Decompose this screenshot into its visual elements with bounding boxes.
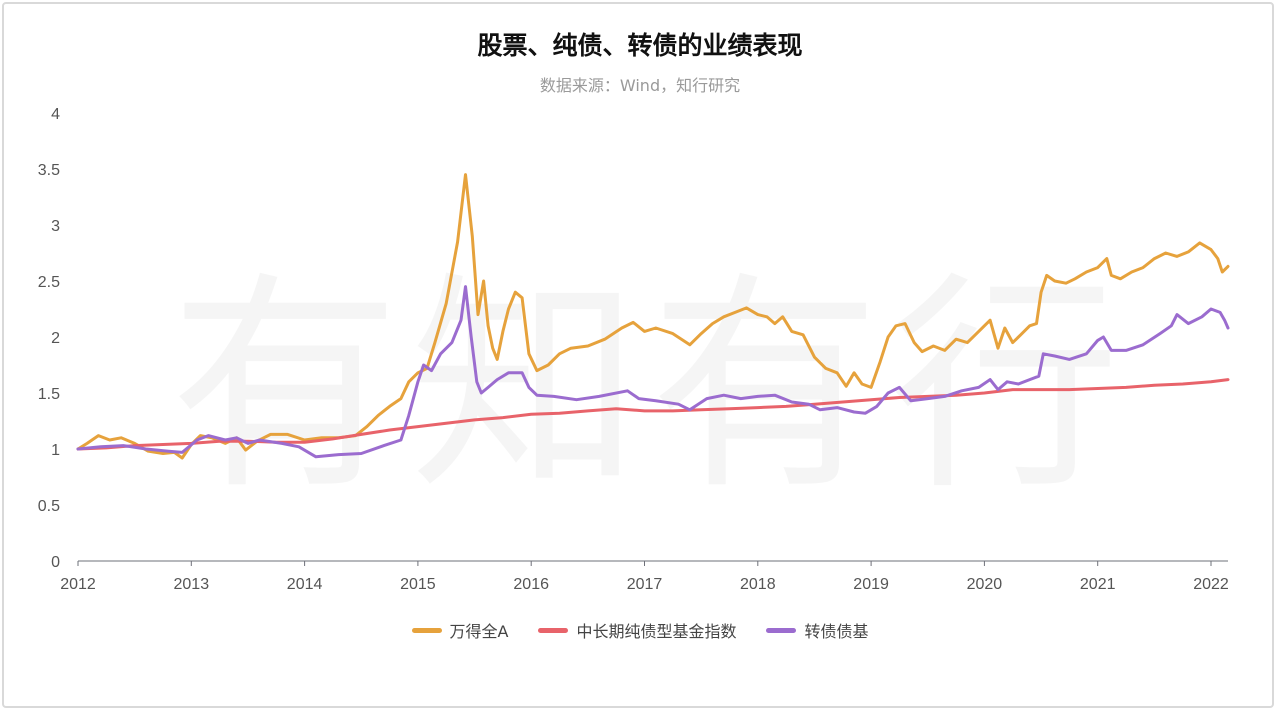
legend-item[interactable]: 中长期纯债型基金指数 (538, 618, 736, 642)
y-tick-label: 2 (51, 330, 60, 347)
series-line-1 (76, 378, 1230, 451)
x-tick-label: 2016 (513, 576, 549, 593)
x-tick-label: 2014 (287, 576, 323, 593)
chart-title: 股票、纯债、转债的业绩表现 (477, 31, 803, 60)
y-tick-label: 1 (51, 442, 60, 459)
legend-swatch (766, 627, 797, 633)
x-axis: 2012 2013 2014 2015 2016 2017 2018 2019 2020 2021… (60, 560, 1229, 593)
y-tick-label: 0 (51, 554, 60, 571)
series-line-0 (76, 173, 1230, 460)
legend: 万得全A 中长期纯债型基金指数 转债债基 (0, 618, 1280, 642)
y-tick-label: 3.5 (38, 162, 60, 179)
y-tick-label: 1.5 (38, 386, 60, 403)
legend-label: 中长期纯债型基金指数 (576, 622, 737, 641)
x-tick-label: 2017 (627, 576, 663, 593)
x-tick-label: 2018 (740, 576, 776, 593)
x-tick-label: 2015 (400, 576, 436, 593)
y-axis-ticks: 0 0.5 1 1.5 2 2.5 3 3.5 4 (38, 106, 60, 571)
legend-item[interactable]: 转债债基 (766, 618, 868, 642)
legend-swatch (538, 627, 569, 633)
x-tick-label: 2022 (1193, 576, 1229, 593)
y-tick-label: 2.5 (38, 274, 60, 291)
legend-swatch (411, 627, 442, 633)
x-tick-label: 2013 (174, 576, 210, 593)
x-tick-label: 2019 (853, 576, 889, 593)
y-tick-label: 0.5 (38, 498, 60, 515)
chart-subtitle: 数据来源：Wind，知行研究 (539, 76, 741, 95)
legend-item[interactable]: 万得全A (411, 618, 509, 642)
x-tick-label: 2020 (967, 576, 1003, 593)
y-tick-label: 4 (51, 106, 60, 123)
legend-label: 万得全A (449, 622, 509, 641)
x-tick-label: 2021 (1080, 576, 1116, 593)
series-line-2 (76, 285, 1230, 459)
y-tick-label: 3 (51, 218, 60, 235)
series-layer (76, 173, 1230, 460)
x-tick-label: 2012 (60, 576, 96, 593)
legend-label: 转债债基 (804, 622, 869, 641)
